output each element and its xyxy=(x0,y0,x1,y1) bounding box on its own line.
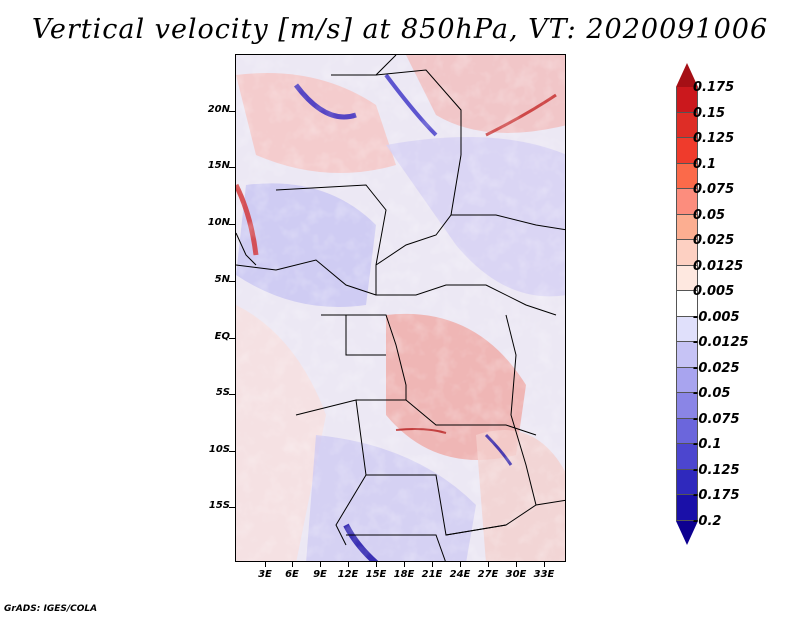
lon-tick xyxy=(460,562,461,567)
lon-tick xyxy=(265,562,266,567)
colorbar-swatch xyxy=(676,189,698,215)
lon-tick xyxy=(516,562,517,567)
lon-label: 30E xyxy=(505,569,527,580)
colorbar-swatch xyxy=(676,240,698,266)
lat-tick xyxy=(229,111,235,112)
colorbar-label: 0.075 xyxy=(693,182,735,197)
lon-label: 6E xyxy=(285,569,299,580)
lon-label: 33E xyxy=(533,569,555,580)
colorbar-label: -0.1 xyxy=(693,437,722,452)
colorbar-label: -0.125 xyxy=(693,462,740,478)
chart-title: Vertical velocity [m/s] at 850hPa, VT: 2… xyxy=(31,14,769,45)
colorbar-label: 0.0125 xyxy=(693,258,744,274)
lat-tick xyxy=(229,507,235,508)
lat-tick xyxy=(229,224,235,225)
lat-label: 15N xyxy=(207,160,230,171)
lon-label: 21E xyxy=(421,569,443,580)
colorbar-swatch xyxy=(676,214,698,240)
lat-label: 10N xyxy=(207,217,230,228)
colorbar-label: -0.175 xyxy=(693,488,740,503)
colorbar-swatch xyxy=(676,444,698,470)
lat-label: 5N xyxy=(214,274,230,285)
lat-label: 10S xyxy=(208,444,230,455)
lat-tick xyxy=(229,394,235,395)
credit-text: GrADS: IGES/COLA xyxy=(4,604,98,614)
colorbar-swatch xyxy=(676,342,698,368)
lat-label: 20N xyxy=(207,104,230,115)
colorbar-label: -0.005 xyxy=(693,309,740,325)
lat-label: 15S xyxy=(208,500,230,511)
colorbar-swatch xyxy=(676,469,698,495)
colorbar-swatch xyxy=(676,265,698,291)
colorbar-label: 0.125 xyxy=(693,131,735,146)
lon-label: 18E xyxy=(393,569,415,580)
lat-tick xyxy=(229,281,235,282)
colorbar-swatch xyxy=(676,520,698,545)
colorbar-swatch xyxy=(676,418,698,444)
colorbar-label: -0.025 xyxy=(693,360,740,376)
lon-tick xyxy=(348,562,349,567)
colorbar-label: 0.175 xyxy=(693,80,735,95)
lon-tick xyxy=(404,562,405,567)
velocity-field xyxy=(236,55,565,561)
lon-tick xyxy=(376,562,377,567)
map-plot-area xyxy=(235,54,566,562)
colorbar-swatch xyxy=(676,63,698,87)
colorbar-label: 0.005 xyxy=(693,284,735,299)
colorbar-swatch xyxy=(676,495,698,521)
colorbar-label: -0.0125 xyxy=(693,335,749,350)
lon-label: 24E xyxy=(449,569,471,580)
lon-label: 15E xyxy=(365,569,387,580)
colorbar-swatch xyxy=(676,291,698,317)
colorbar-swatch xyxy=(676,138,698,164)
colorbar-swatch xyxy=(676,112,698,138)
colorbar-label: -0.075 xyxy=(693,411,740,427)
lon-tick xyxy=(292,562,293,567)
lon-label: 9E xyxy=(313,569,327,580)
colorbar-swatch xyxy=(676,316,698,342)
lon-tick xyxy=(320,562,321,567)
colorbar-label: 0.1 xyxy=(693,156,717,172)
colorbar xyxy=(676,63,698,545)
lat-tick xyxy=(229,338,235,339)
lat-tick xyxy=(229,167,235,168)
lat-label: 5S xyxy=(215,387,230,398)
colorbar-label: -0.05 xyxy=(693,386,731,401)
lat-tick xyxy=(229,451,235,452)
colorbar-label: -0.2 xyxy=(693,513,722,529)
lon-label: 27E xyxy=(477,569,499,580)
lon-label: 12E xyxy=(337,569,359,580)
lon-tick xyxy=(488,562,489,567)
lon-label: 3E xyxy=(258,569,272,580)
colorbar-swatch xyxy=(676,163,698,189)
lon-tick xyxy=(432,562,433,567)
colorbar-swatch xyxy=(676,367,698,393)
colorbar-label: 0.05 xyxy=(693,207,726,223)
colorbar-label: 0.025 xyxy=(693,233,735,248)
lat-label: EQ xyxy=(214,331,230,342)
colorbar-label: 0.15 xyxy=(693,105,726,121)
lon-tick xyxy=(544,562,545,567)
colorbar-swatch xyxy=(676,87,698,113)
colorbar-swatch xyxy=(676,393,698,419)
